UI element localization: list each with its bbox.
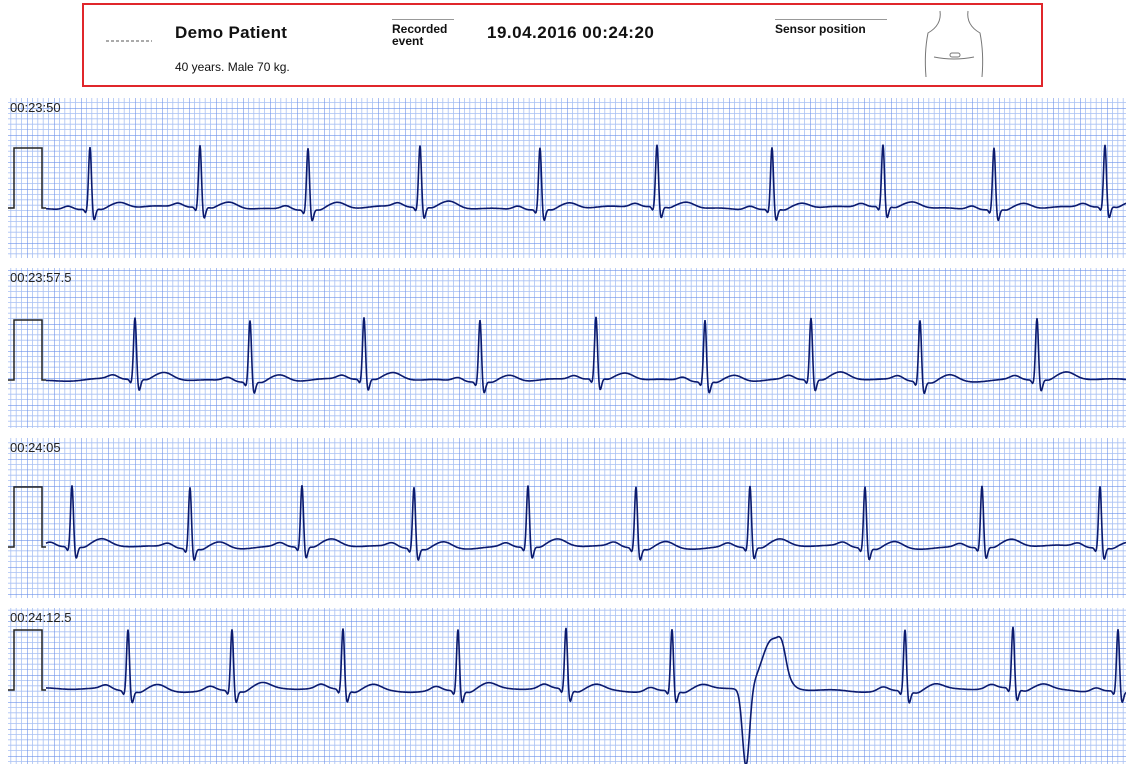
sensor-label: Sensor position	[775, 19, 887, 35]
patient-name: Demo Patient	[175, 23, 288, 42]
ecg-trace	[45, 485, 1126, 561]
header-graphics	[106, 10, 984, 78]
ecg-trace	[46, 144, 1126, 222]
calibration-pulse	[8, 319, 46, 381]
calibration-pulse	[8, 147, 46, 209]
strip-time: 00:24:05	[10, 440, 61, 455]
strip-time: 00:23:57.5	[10, 270, 71, 285]
patient-details: 40 years. Male 70 kg.	[175, 60, 290, 74]
patient-header: Demo Patient 40 years. Male 70 kg. Recor…	[82, 3, 1043, 87]
ecg-trace	[46, 626, 1126, 764]
event-label: Recorded event	[392, 19, 454, 47]
strip-time: 00:24:12.5	[10, 610, 71, 625]
ecg-trace	[46, 316, 1126, 395]
ecg-grid	[8, 438, 1126, 598]
ecg-grid	[8, 98, 1126, 258]
strip-time: 00:23:50	[10, 100, 61, 115]
calibration-pulse	[8, 486, 46, 548]
ecg-grid	[8, 268, 1126, 428]
event-timestamp: 19.04.2016 00:24:20	[487, 23, 655, 42]
torso-sketch	[924, 10, 984, 78]
calibration-pulse	[8, 629, 46, 691]
